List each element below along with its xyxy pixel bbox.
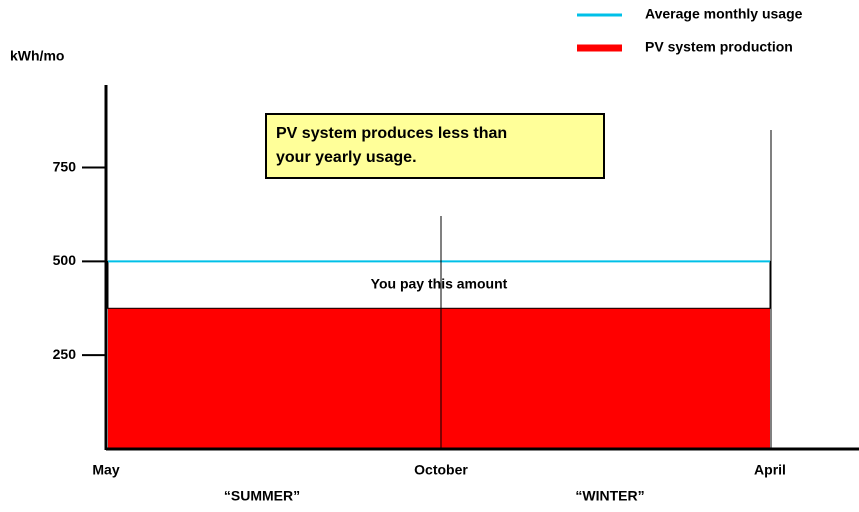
x-tick-label: April [754, 462, 786, 478]
season-label: “SUMMER” [224, 488, 300, 504]
y-tick-label: 250 [53, 346, 77, 362]
y-axis-label: kWh/mo [10, 48, 64, 64]
note-text: your yearly usage. [276, 149, 417, 166]
x-tick-label: October [414, 462, 468, 478]
legend-label: PV system production [645, 39, 793, 55]
season-label: “WINTER” [575, 488, 644, 504]
gap-box [107, 260, 771, 309]
note-text: PV system produces less than [276, 125, 507, 142]
x-tick-label: May [92, 462, 119, 478]
production-area [108, 308, 770, 449]
y-tick-label: 750 [53, 158, 77, 174]
legend-label: Average monthly usage [645, 6, 803, 22]
note-box [265, 113, 605, 179]
y-tick-label: 500 [53, 252, 77, 268]
gap-label: You pay this amount [371, 276, 508, 292]
